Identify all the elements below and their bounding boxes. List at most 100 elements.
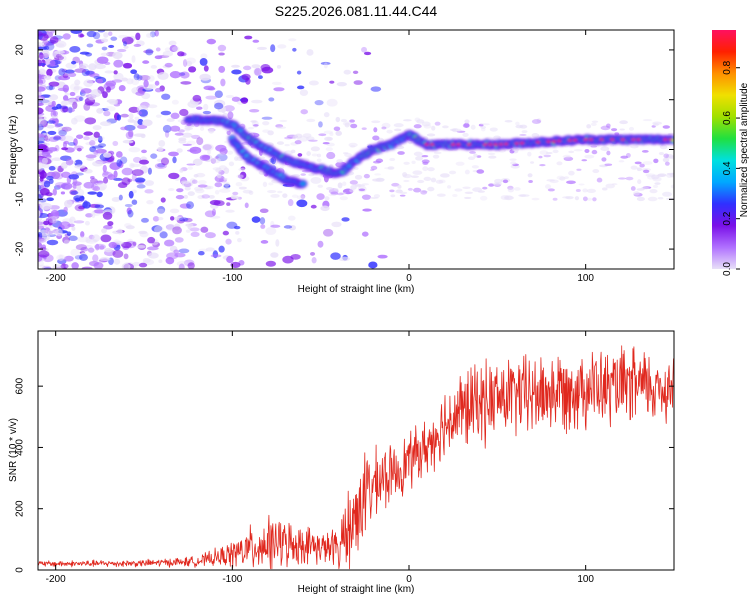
heatmap-cell	[131, 77, 140, 86]
heatmap-peak-cell	[556, 139, 562, 143]
heatmap-cell	[38, 238, 47, 243]
heatmap-cell	[147, 252, 159, 259]
heatmap-cell	[38, 241, 42, 247]
heatmap-cell	[43, 75, 52, 80]
heatmap-cell	[38, 62, 47, 66]
heatmap-cell	[143, 49, 154, 54]
heatmap-cell	[420, 190, 428, 195]
heatmap-cell	[276, 141, 284, 145]
heatmap-cell	[71, 117, 78, 125]
y-tick-label: -10	[15, 192, 26, 207]
heatmap-cell	[323, 112, 330, 118]
colorbar: 0.0 0.2 0.4 0.6 0.8 Normalized spectral ampl…	[712, 30, 750, 276]
heatmap-cell	[393, 128, 402, 132]
heatmap-cell	[120, 126, 128, 131]
heatmap-peak-cell	[535, 141, 541, 144]
heatmap-cell	[370, 165, 378, 170]
heatmap-cell	[205, 95, 217, 100]
heatmap-peak-cell	[631, 138, 636, 141]
heatmap-cell	[75, 95, 83, 102]
heatmap-cell	[60, 162, 68, 169]
heatmap-cell	[156, 208, 165, 215]
heatmap-cell	[83, 131, 94, 136]
heatmap-cell	[377, 254, 388, 259]
heatmap-cell	[154, 225, 164, 234]
heatmap-cell	[124, 124, 136, 131]
heatmap-cell	[81, 93, 91, 99]
heatmap-cell	[126, 78, 134, 85]
colorbar-tick-label: 0.4	[722, 161, 733, 175]
heatmap-cell	[38, 31, 43, 37]
heatmap-cell	[85, 213, 93, 218]
heatmap-cell	[659, 144, 668, 150]
heatmap-cell	[72, 101, 78, 110]
heatmap-cell	[361, 46, 368, 53]
heatmap-cell	[361, 127, 367, 130]
heatmap-cell	[261, 116, 273, 120]
heatmap-cell	[320, 205, 330, 212]
heatmap-cell	[84, 220, 90, 226]
heatmap-cell	[71, 181, 82, 186]
heatmap-cell	[326, 151, 336, 160]
heatmap-cell	[371, 120, 381, 124]
heatmap-cell	[38, 102, 44, 107]
heatmap-cell	[166, 223, 177, 232]
heatmap-cell	[611, 183, 618, 186]
heatmap-cell	[590, 145, 598, 148]
heatmap-cell	[219, 147, 228, 155]
heatmap-cell	[251, 120, 257, 123]
heatmap-cell	[314, 99, 324, 106]
heatmap-cell	[137, 111, 143, 115]
heatmap-cell	[131, 169, 144, 177]
heatmap-cell	[38, 118, 47, 127]
heatmap-cell	[38, 225, 45, 230]
heatmap-cell	[79, 33, 85, 38]
heatmap-cell	[329, 132, 334, 136]
heatmap-cell	[354, 174, 363, 180]
heatmap-cell	[62, 33, 71, 40]
heatmap-cell	[402, 119, 412, 122]
heatmap-cell	[530, 161, 535, 164]
heatmap-cell	[103, 177, 109, 184]
heatmap-cell	[173, 249, 180, 254]
heatmap-cell	[104, 247, 113, 253]
heatmap-cell	[348, 142, 358, 148]
heatmap-peak-cell	[429, 143, 435, 146]
heatmap-cell	[107, 221, 114, 227]
heatmap-cell	[261, 66, 274, 74]
heatmap-cell	[582, 196, 588, 202]
heatmap-peak-cell	[424, 143, 429, 146]
heatmap-cell	[105, 80, 117, 87]
heatmap-cell	[187, 262, 195, 269]
heatmap-cell	[69, 45, 81, 53]
heatmap-cell	[225, 209, 235, 213]
heatmap-cell	[117, 182, 128, 189]
heatmap-cell	[218, 188, 231, 193]
heatmap-cell	[473, 153, 478, 158]
heatmap-cell	[38, 97, 43, 104]
heatmap-cell	[488, 155, 497, 159]
heatmap-cell	[462, 132, 469, 138]
heatmap-cell	[168, 40, 177, 46]
heatmap-cell	[237, 174, 245, 179]
heatmap-cell	[117, 48, 127, 53]
heatmap-cell	[172, 226, 182, 235]
heatmap-cell	[124, 223, 132, 228]
heatmap-cell	[663, 153, 669, 159]
heatmap-cell	[531, 119, 542, 124]
heatmap-cell	[91, 145, 104, 149]
heatmap-cell	[157, 206, 166, 214]
heatmap-cell	[652, 176, 662, 182]
heatmap-cell	[168, 188, 175, 192]
heatmap-cell	[329, 80, 335, 84]
heatmap-cell	[186, 201, 195, 209]
heatmap-cell	[107, 174, 116, 181]
heatmap-cell	[252, 39, 260, 43]
heatmap-cell	[73, 220, 85, 224]
heatmap-cell	[244, 202, 249, 209]
heatmap-cell	[668, 155, 674, 160]
heatmap-peak-cell	[498, 143, 504, 146]
heatmap-cell	[240, 97, 249, 104]
heatmap-cell	[143, 79, 149, 88]
heatmap-cell	[374, 173, 381, 176]
